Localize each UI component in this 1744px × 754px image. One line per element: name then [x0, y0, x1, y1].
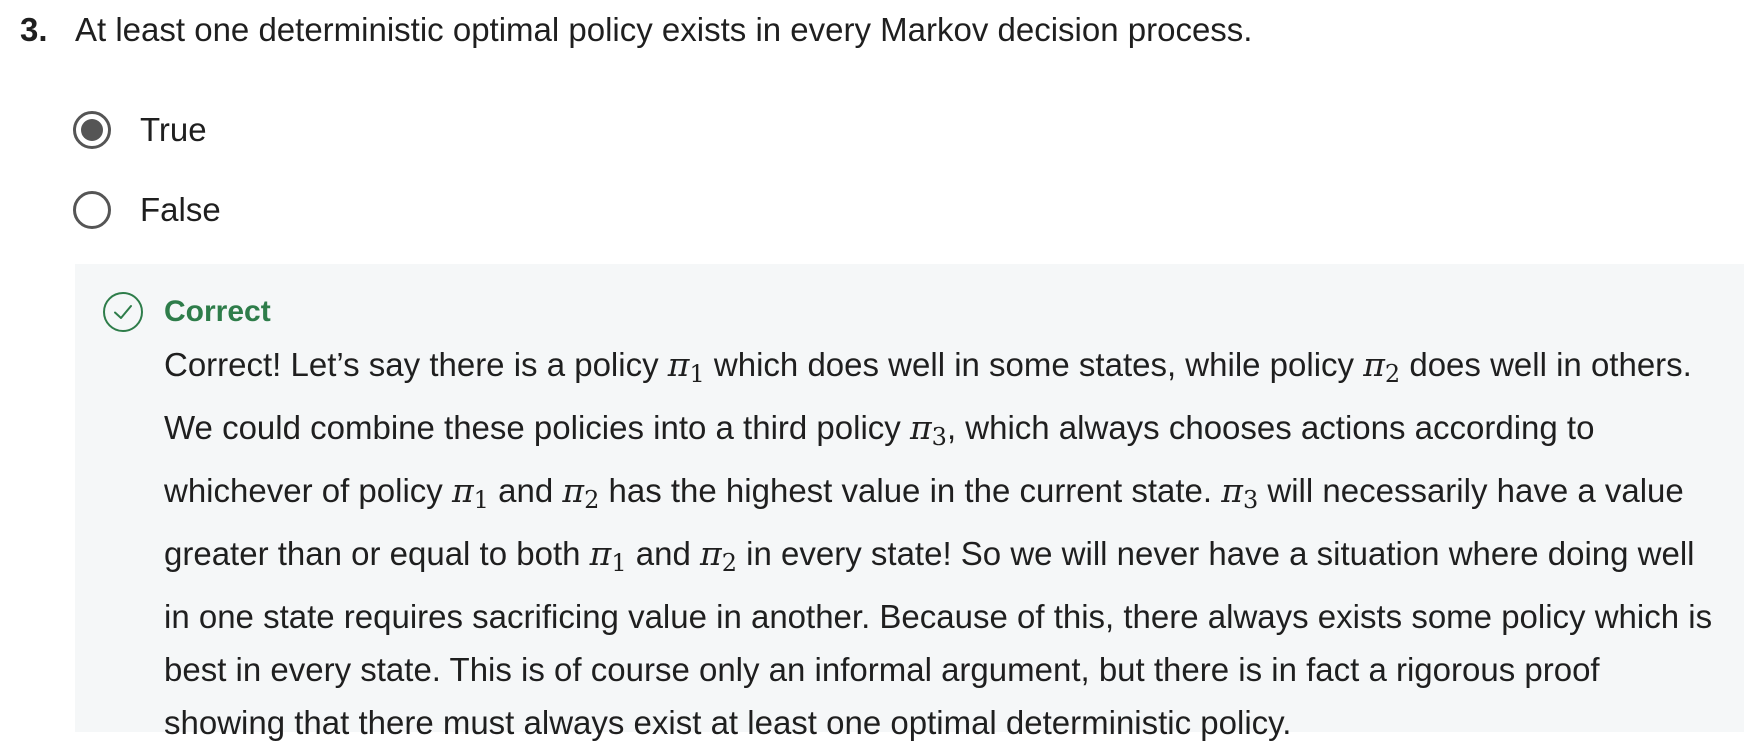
feedback-panel: Correct Correct! Let’s say there is a po…: [75, 264, 1744, 741]
explanation-line: best in every state. This is of course o…: [164, 651, 1600, 688]
explanation-line: Correct! Let’s say there is a policy π1 …: [164, 338, 1734, 401]
radio-button-unselected[interactable]: [73, 191, 111, 229]
explanation-text: greater than or equal to both: [164, 535, 590, 572]
explanation-text: has the highest value in the current sta…: [599, 472, 1222, 509]
subscript: 1: [689, 360, 705, 388]
subscript: 2: [721, 549, 738, 577]
check-circle-icon: [103, 292, 143, 332]
pi-symbol: π: [562, 471, 585, 510]
feedback-status: Correct: [164, 295, 271, 328]
pi-symbol: π: [451, 471, 474, 510]
explanation-text: and: [626, 535, 701, 572]
explanation-text: , which always chooses actions according…: [946, 409, 1595, 446]
option-true[interactable]: True: [73, 110, 207, 150]
radio-dot-icon: [81, 119, 103, 141]
pi-symbol: π: [1221, 471, 1243, 510]
explanation-text: which does well in some states, while po…: [704, 346, 1364, 383]
subscript: 1: [611, 549, 627, 577]
subscript: 2: [1384, 360, 1401, 388]
explanation-text: and: [488, 472, 563, 509]
explanation-text: Correct! Let’s say there is a policy: [164, 346, 668, 383]
question-text: At least one deterministic optimal polic…: [75, 11, 1253, 48]
explanation-line: whichever of policy π1 and π2 has the hi…: [164, 464, 1734, 527]
subscript: 3: [1242, 486, 1259, 514]
subscript: 3: [931, 423, 947, 451]
explanation-text: does well in others.: [1400, 346, 1692, 383]
explanation-line: in one state requires sacrificing value …: [164, 598, 1713, 635]
explanation-line: greater than or equal to both π1 and π2 …: [164, 527, 1734, 590]
question-number: 3.: [20, 11, 48, 48]
pi-symbol: π: [1363, 345, 1385, 384]
option-false[interactable]: False: [73, 190, 221, 230]
question-row: 3. At least one deterministic optimal po…: [20, 10, 1252, 50]
feedback-explanation: Correct! Let’s say there is a policy π1 …: [164, 338, 1734, 749]
pi-symbol: π: [667, 345, 690, 384]
option-label: True: [140, 111, 207, 148]
explanation-text: We could combine these policies into a t…: [164, 409, 910, 446]
pi-symbol: π: [700, 534, 722, 573]
explanation-text: whichever of policy: [164, 472, 452, 509]
explanation-text: will necessarily have a value: [1258, 472, 1684, 509]
subscript: 2: [584, 486, 600, 514]
subscript: 1: [473, 486, 489, 514]
explanation-line: showing that there must always exist at …: [164, 704, 1292, 741]
explanation-line: We could combine these policies into a t…: [164, 401, 1734, 464]
explanation-text: in every state! So we will never have a …: [737, 535, 1695, 572]
pi-symbol: π: [589, 534, 612, 573]
pi-symbol: π: [909, 408, 932, 447]
radio-button-selected[interactable]: [73, 111, 111, 149]
option-label: False: [140, 191, 221, 228]
